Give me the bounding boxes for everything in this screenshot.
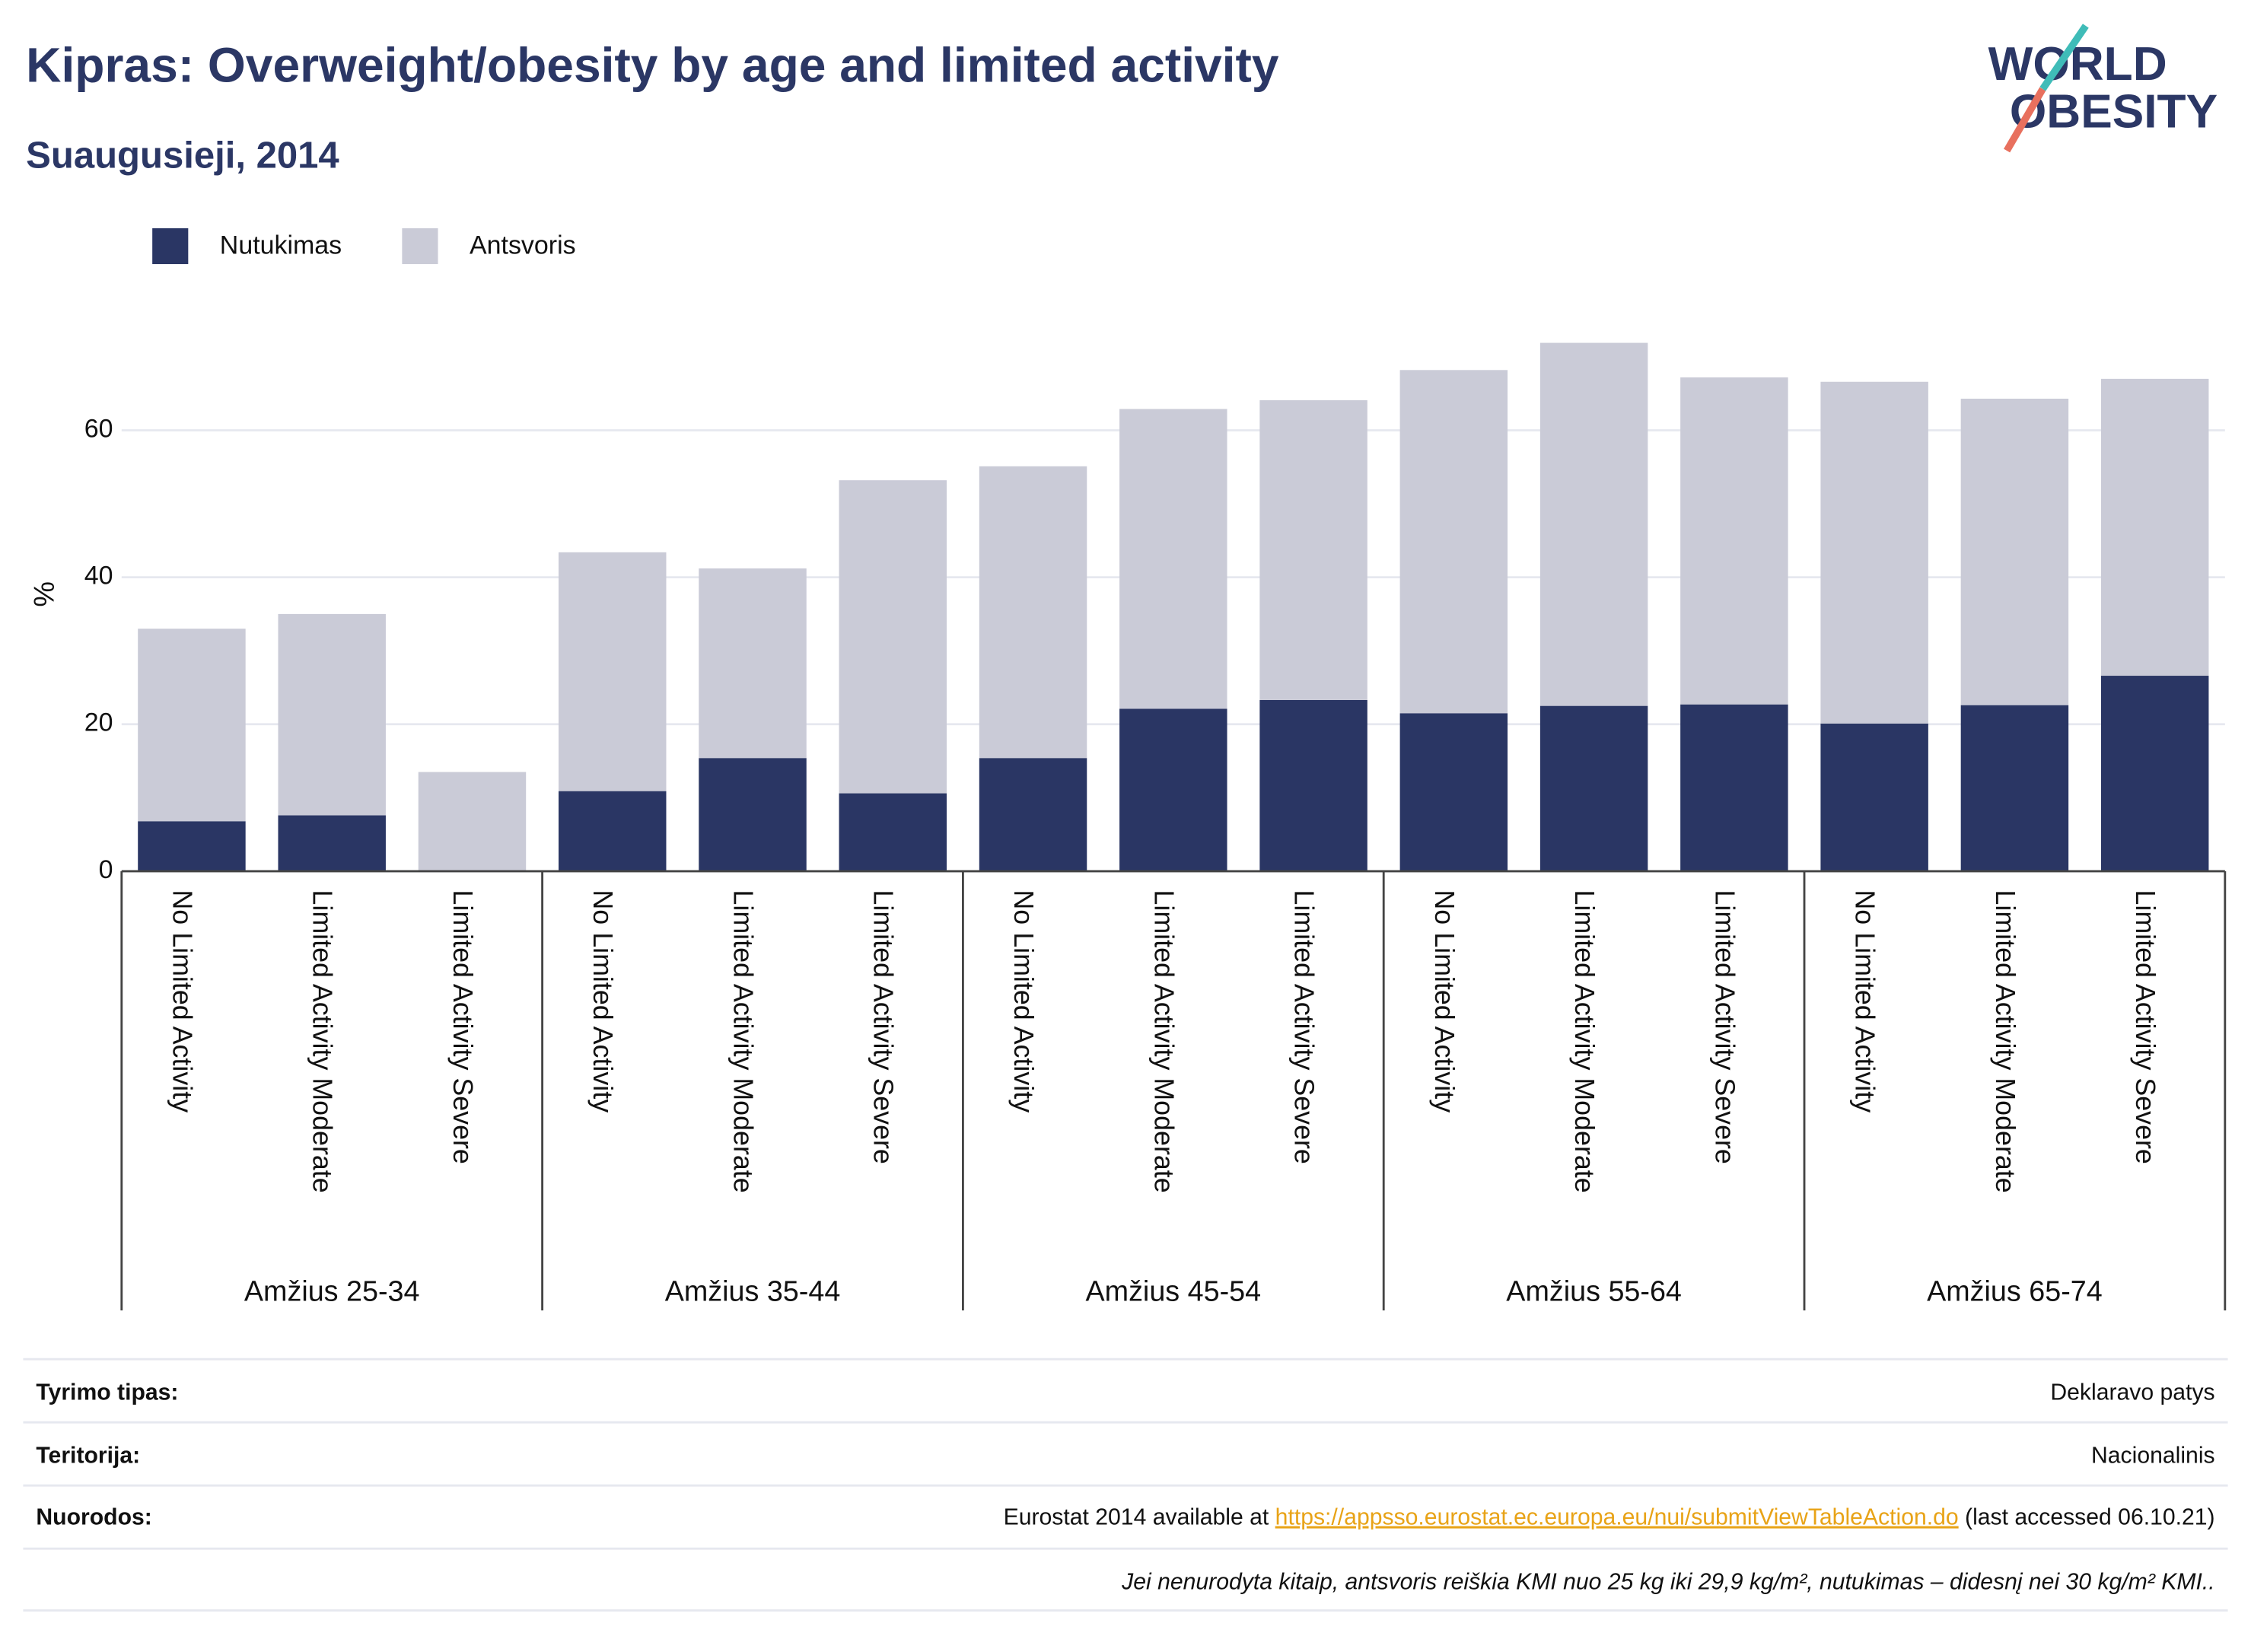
chart-subtitle: Suaugusieji, 2014	[26, 135, 339, 176]
x-tick-label: Limited Activity Moderate	[1990, 890, 2020, 1192]
x-tick-label: No Limited Activity	[1429, 890, 1460, 1112]
x-tick-label: No Limited Activity	[1008, 890, 1039, 1112]
bar-segment	[1399, 370, 1508, 714]
x-tick-label: Limited Activity Severe	[2130, 890, 2160, 1163]
bar-segment	[1960, 705, 2069, 871]
source-suffix: (last accessed 06.10.21)	[1959, 1505, 2215, 1530]
x-tick-label: Limited Activity Moderate	[1569, 890, 1600, 1192]
chart-title: Kipras: Overweight/obesity by age and li…	[26, 37, 1279, 92]
legend-swatch	[152, 228, 189, 265]
bar-segment	[699, 758, 807, 871]
y-tick-label: 0	[99, 855, 113, 884]
bar-segment	[2100, 676, 2209, 871]
source-link[interactable]: https://appsso.eurostat.ec.europa.eu/nui…	[1275, 1505, 1959, 1530]
x-tick-label: Limited Activity Moderate	[728, 890, 758, 1192]
x-tick-label: Limited Activity Severe	[447, 890, 478, 1163]
footer-note: Jei nenurodyta kitaip, antsvoris reiškia…	[1121, 1569, 2214, 1594]
x-tick-label: Limited Activity Moderate	[1148, 890, 1179, 1192]
group-label: Amžius 25-34	[244, 1275, 420, 1307]
bar-segment	[839, 793, 947, 871]
x-tick-label: No Limited Activity	[587, 890, 618, 1112]
bar-segment	[839, 480, 947, 794]
bar-segment	[138, 629, 246, 822]
logo-line1: WORLD	[1988, 38, 2167, 91]
bar-segment	[1820, 723, 1928, 871]
y-axis-label: %	[28, 581, 60, 607]
bar-segment	[138, 821, 246, 871]
footer-value: Deklaravo patys	[2050, 1380, 2214, 1405]
bar-segment	[1119, 708, 1227, 871]
bar-segment	[1539, 342, 1648, 706]
footer-source: Eurostat 2014 available at https://appss…	[1004, 1505, 2215, 1530]
legend-label: Antsvoris	[470, 231, 576, 259]
bar-segment	[1399, 713, 1508, 871]
source-prefix: Eurostat 2014 available at	[1004, 1505, 1275, 1530]
bar-segment	[2100, 378, 2209, 676]
footer-label: Tyrimo tipas:	[36, 1380, 178, 1405]
y-tick-label: 20	[84, 708, 113, 737]
y-tick-label: 60	[84, 414, 113, 443]
bar-segment	[979, 466, 1087, 759]
group-label: Amžius 65-74	[1927, 1275, 2103, 1307]
x-tick-label: Limited Activity Severe	[868, 890, 899, 1163]
legend-swatch	[402, 228, 438, 265]
x-tick-label: Limited Activity Severe	[1709, 890, 1740, 1163]
group-label: Amžius 35-44	[665, 1275, 841, 1307]
group-label: Amžius 55-64	[1506, 1275, 1682, 1307]
bar-segment	[1960, 398, 2069, 705]
group-label: Amžius 45-54	[1086, 1275, 1262, 1307]
bar-segment	[1680, 704, 1788, 871]
logo-slash	[2004, 87, 2046, 153]
footer-label: Nuorodos:	[36, 1505, 151, 1530]
logo-slash	[2039, 24, 2089, 91]
x-tick-label: No Limited Activity	[167, 890, 197, 1112]
bar-segment	[1820, 381, 1928, 724]
bar-segment	[278, 613, 386, 816]
legend-label: Nutukimas	[220, 231, 342, 259]
x-tick-label: Limited Activity Moderate	[307, 890, 338, 1192]
footer-rules	[23, 1358, 2228, 1612]
bar-segment	[1539, 705, 1648, 871]
bar-segment	[418, 772, 527, 871]
bar-segment	[278, 815, 386, 871]
x-tick-label: Limited Activity Severe	[1289, 890, 1320, 1163]
footer-value: Nacionalinis	[2091, 1443, 2215, 1468]
bar-segment	[559, 791, 667, 871]
bar-segment	[1680, 377, 1788, 705]
footer-label: Teritorija:	[36, 1443, 140, 1468]
bar-segment	[1259, 399, 1367, 700]
bar-segment	[1119, 409, 1227, 709]
bar-segment	[699, 568, 807, 759]
logo-line2: OBESITY	[2010, 85, 2218, 138]
y-tick-label: 40	[84, 562, 113, 590]
x-tick-label: No Limited Activity	[1850, 890, 1880, 1112]
bar-segment	[979, 758, 1087, 871]
bar-segment	[1259, 699, 1367, 871]
bar-segment	[559, 552, 667, 791]
